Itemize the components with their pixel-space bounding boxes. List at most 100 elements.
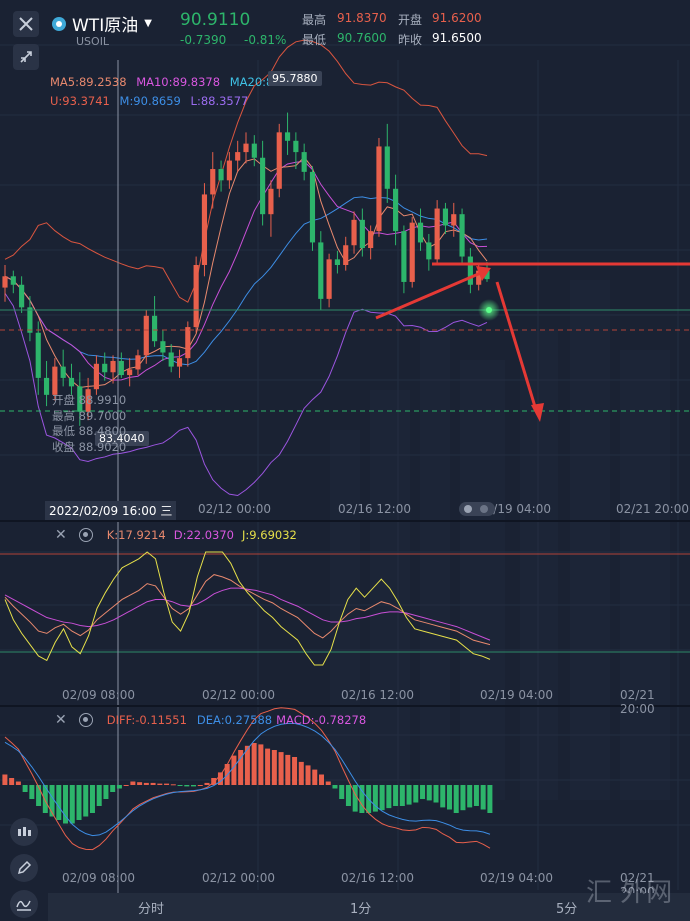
candle-body [334, 259, 340, 265]
time-tick: 02/19 04:00 [480, 688, 553, 702]
macd-bar [298, 761, 304, 785]
tab-5min[interactable]: 5分 [556, 902, 578, 917]
macd-bar [191, 785, 197, 787]
candle-body [226, 160, 232, 181]
info-open-label: 开盘 [52, 393, 75, 407]
kdj-k-line [4, 574, 491, 646]
candle-body [417, 222, 424, 243]
candle-body [10, 276, 16, 285]
macd-bar [76, 785, 82, 820]
shrink-icon [20, 51, 32, 63]
ma5-label: MA5:89.2538 [50, 75, 127, 89]
candle-body [409, 222, 415, 282]
macd-bar [137, 782, 143, 785]
draw-button[interactable] [10, 854, 38, 882]
boll-lower-line [4, 292, 488, 497]
candle-body [459, 214, 465, 257]
indicator-button[interactable] [10, 890, 38, 918]
macd-bar [440, 785, 446, 808]
macd-bar [29, 785, 35, 799]
macd-bar [2, 774, 8, 785]
macd-bar [49, 785, 55, 817]
candle-body [326, 259, 332, 299]
candle-body [484, 270, 490, 280]
ma10-line [4, 160, 488, 381]
tab-1min[interactable]: 1分 [350, 902, 372, 917]
info-close-value: 88.9020 [78, 439, 127, 454]
candle-body [210, 169, 216, 195]
price-change: -0.7390 [180, 33, 227, 47]
candle-body [118, 360, 124, 376]
stat-high-label: 最高 [302, 13, 327, 27]
macd-bar [9, 778, 15, 785]
macd-bar [339, 785, 345, 799]
macd-bar [453, 785, 459, 813]
macd-bar [69, 785, 75, 824]
bg-building [620, 350, 670, 800]
close-button[interactable] [13, 11, 39, 37]
header: WTI原油 ▼ USOIL 90.9110 -0.7390 -0.81% 最高 … [0, 0, 690, 70]
macd-bar [413, 785, 419, 803]
macd-bar [258, 744, 264, 785]
candle-body [127, 369, 133, 376]
symbol-selector[interactable]: WTI原油 ▼ [52, 11, 152, 36]
macd-bar [473, 785, 479, 806]
kdj-settings-icon[interactable] [78, 528, 93, 542]
macd-bar [285, 754, 291, 785]
candle-body [27, 307, 33, 333]
pencil-icon [17, 860, 32, 875]
macd-bar [265, 748, 271, 785]
candle-body [359, 219, 365, 249]
macd-bar [63, 785, 69, 824]
time-tick: 02/19 04:00 [480, 871, 553, 885]
candlestick-icon [18, 827, 31, 836]
scroll-indicator[interactable] [459, 502, 495, 516]
macd-bar [399, 785, 405, 806]
macd-bar [197, 785, 203, 786]
macd-bar [420, 785, 426, 799]
candle-style-button[interactable] [10, 818, 38, 846]
candle-body [135, 355, 141, 370]
macd-close-icon[interactable]: ✕ [55, 712, 67, 728]
macd-bar [487, 785, 493, 813]
trend-arrow-down [495, 281, 538, 411]
kdj-j-label: J:9.69032 [242, 528, 297, 542]
boll-mid-label: M:90.8659 [119, 94, 181, 108]
macd-bar [393, 785, 399, 806]
candle-body [318, 242, 324, 299]
macd-histogram [2, 743, 493, 824]
macd-bar [110, 785, 116, 792]
candle-body [376, 146, 382, 232]
candle-body [393, 188, 399, 232]
stat-low-label: 最低 [302, 33, 327, 47]
boll-upper-label: U:93.3741 [50, 94, 110, 108]
tab-fenshi[interactable]: 分时 [138, 902, 165, 917]
candle-body [85, 389, 91, 412]
macd-bar [96, 785, 102, 806]
kdj-d-label: D:22.0370 [173, 528, 235, 542]
time-tick: 02/09 08:00 [62, 871, 135, 885]
kdj-close-icon[interactable]: ✕ [55, 527, 67, 543]
collapse-button[interactable] [13, 44, 39, 70]
macd-settings-icon[interactable] [78, 713, 93, 727]
bg-building [330, 430, 360, 810]
symbol-code: USOIL [76, 35, 110, 48]
macd-bar [164, 783, 170, 785]
wave-icon [16, 900, 31, 911]
candle-body [110, 360, 116, 373]
candle-body [467, 256, 473, 285]
boll-legend: U:93.3741 M:90.8659 L:88.3577 [50, 94, 248, 108]
candle-body [235, 152, 241, 161]
candle-body [52, 366, 58, 395]
candle-body [218, 169, 224, 181]
stat-prevclose-value: 91.6500 [432, 31, 482, 45]
candle-body [284, 132, 291, 141]
macd-bar [231, 755, 237, 785]
macd-bar [460, 785, 466, 811]
kdj-d-line [4, 587, 491, 641]
candle-body [160, 341, 166, 353]
stat-high-value: 91.8370 [337, 11, 387, 25]
time-axis-kdj: 02/09 08:00 02/12 00:00 02/16 12:00 02/1… [0, 688, 690, 716]
time-tick: 02/12 00:00 [198, 502, 271, 516]
